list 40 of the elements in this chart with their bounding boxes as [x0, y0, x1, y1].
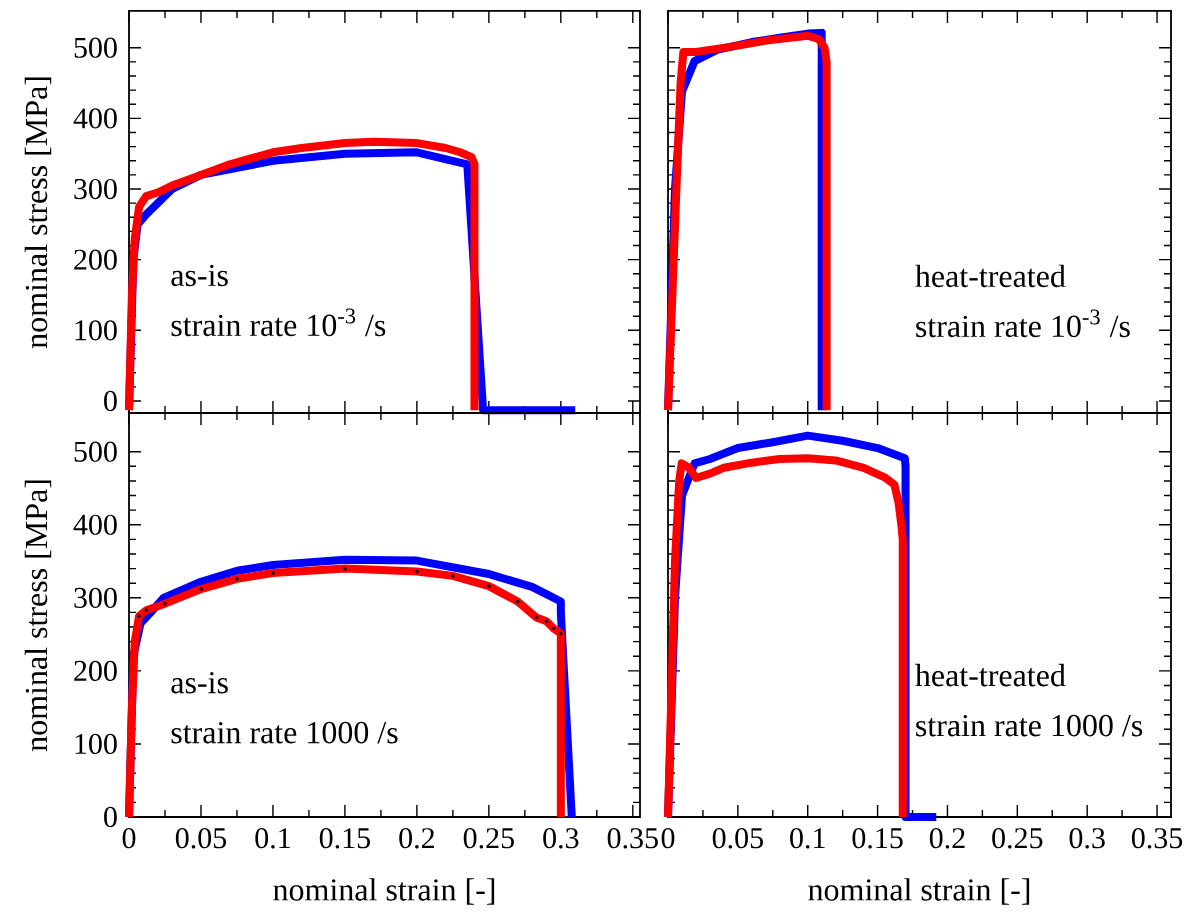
- y-tick-label: 400: [73, 108, 117, 129]
- x-tick-label: 0.1: [790, 828, 825, 849]
- y-tick-label: 100: [75, 733, 117, 755]
- annotation: strain rate 10$^{-3}$ /s: [916, 309, 1130, 338]
- y-tick-label: 400: [73, 514, 117, 535]
- x-tick-label: 0.05: [712, 828, 763, 849]
- annotation: strain rate 1000 /s: [171, 721, 398, 744]
- annotation: heat-treated: [915, 264, 1066, 288]
- x-tick-label: 0.25: [463, 828, 514, 849]
- x-tick-label: 0.35: [1131, 828, 1183, 849]
- x-axis-title: nominal strain [-]: [808, 878, 1030, 905]
- x-tick-label: 0.2: [399, 828, 434, 849]
- x-tick-label: 0: [122, 828, 136, 849]
- y-tick-label: 300: [74, 587, 117, 608]
- annotation: as-is: [171, 671, 228, 694]
- x-tick-label: 0.05: [175, 828, 227, 849]
- x-tick-label: 0.3: [543, 828, 579, 849]
- x-tick-label: 0.3: [1069, 828, 1105, 849]
- y-tick-label: 200: [74, 249, 117, 270]
- y-tick-label: 100: [75, 320, 117, 341]
- annotation: as-is: [171, 264, 228, 287]
- x-tick-label: 0.25: [992, 828, 1043, 849]
- annotation: strain rate 10$^{-3}$ /s: [171, 308, 386, 337]
- y-tick-label: 200: [74, 660, 117, 681]
- x-tick-label: 0.15: [852, 828, 903, 849]
- y-tick-label: 0: [104, 806, 117, 828]
- y-tick-label: 500: [74, 37, 117, 58]
- x-tick-label: 0.1: [255, 828, 290, 849]
- x-tick-label: 0.2: [929, 828, 965, 849]
- x-axis-title: nominal strain [-]: [273, 878, 495, 905]
- annotation: heat-treated: [915, 663, 1066, 687]
- y-axis-title: nominal stress [MPa]: [24, 480, 52, 752]
- x-tick-label: 0.35: [607, 828, 658, 849]
- y-tick-label: 300: [74, 178, 117, 200]
- y-tick-label: 0: [104, 390, 117, 412]
- y-axis-title: nominal stress [MPa]: [24, 77, 52, 349]
- x-tick-label: 0: [661, 828, 675, 849]
- annotation: strain rate 1000 /s: [916, 714, 1143, 737]
- x-tick-label: 0.15: [319, 828, 370, 849]
- y-tick-label: 500: [74, 441, 117, 462]
